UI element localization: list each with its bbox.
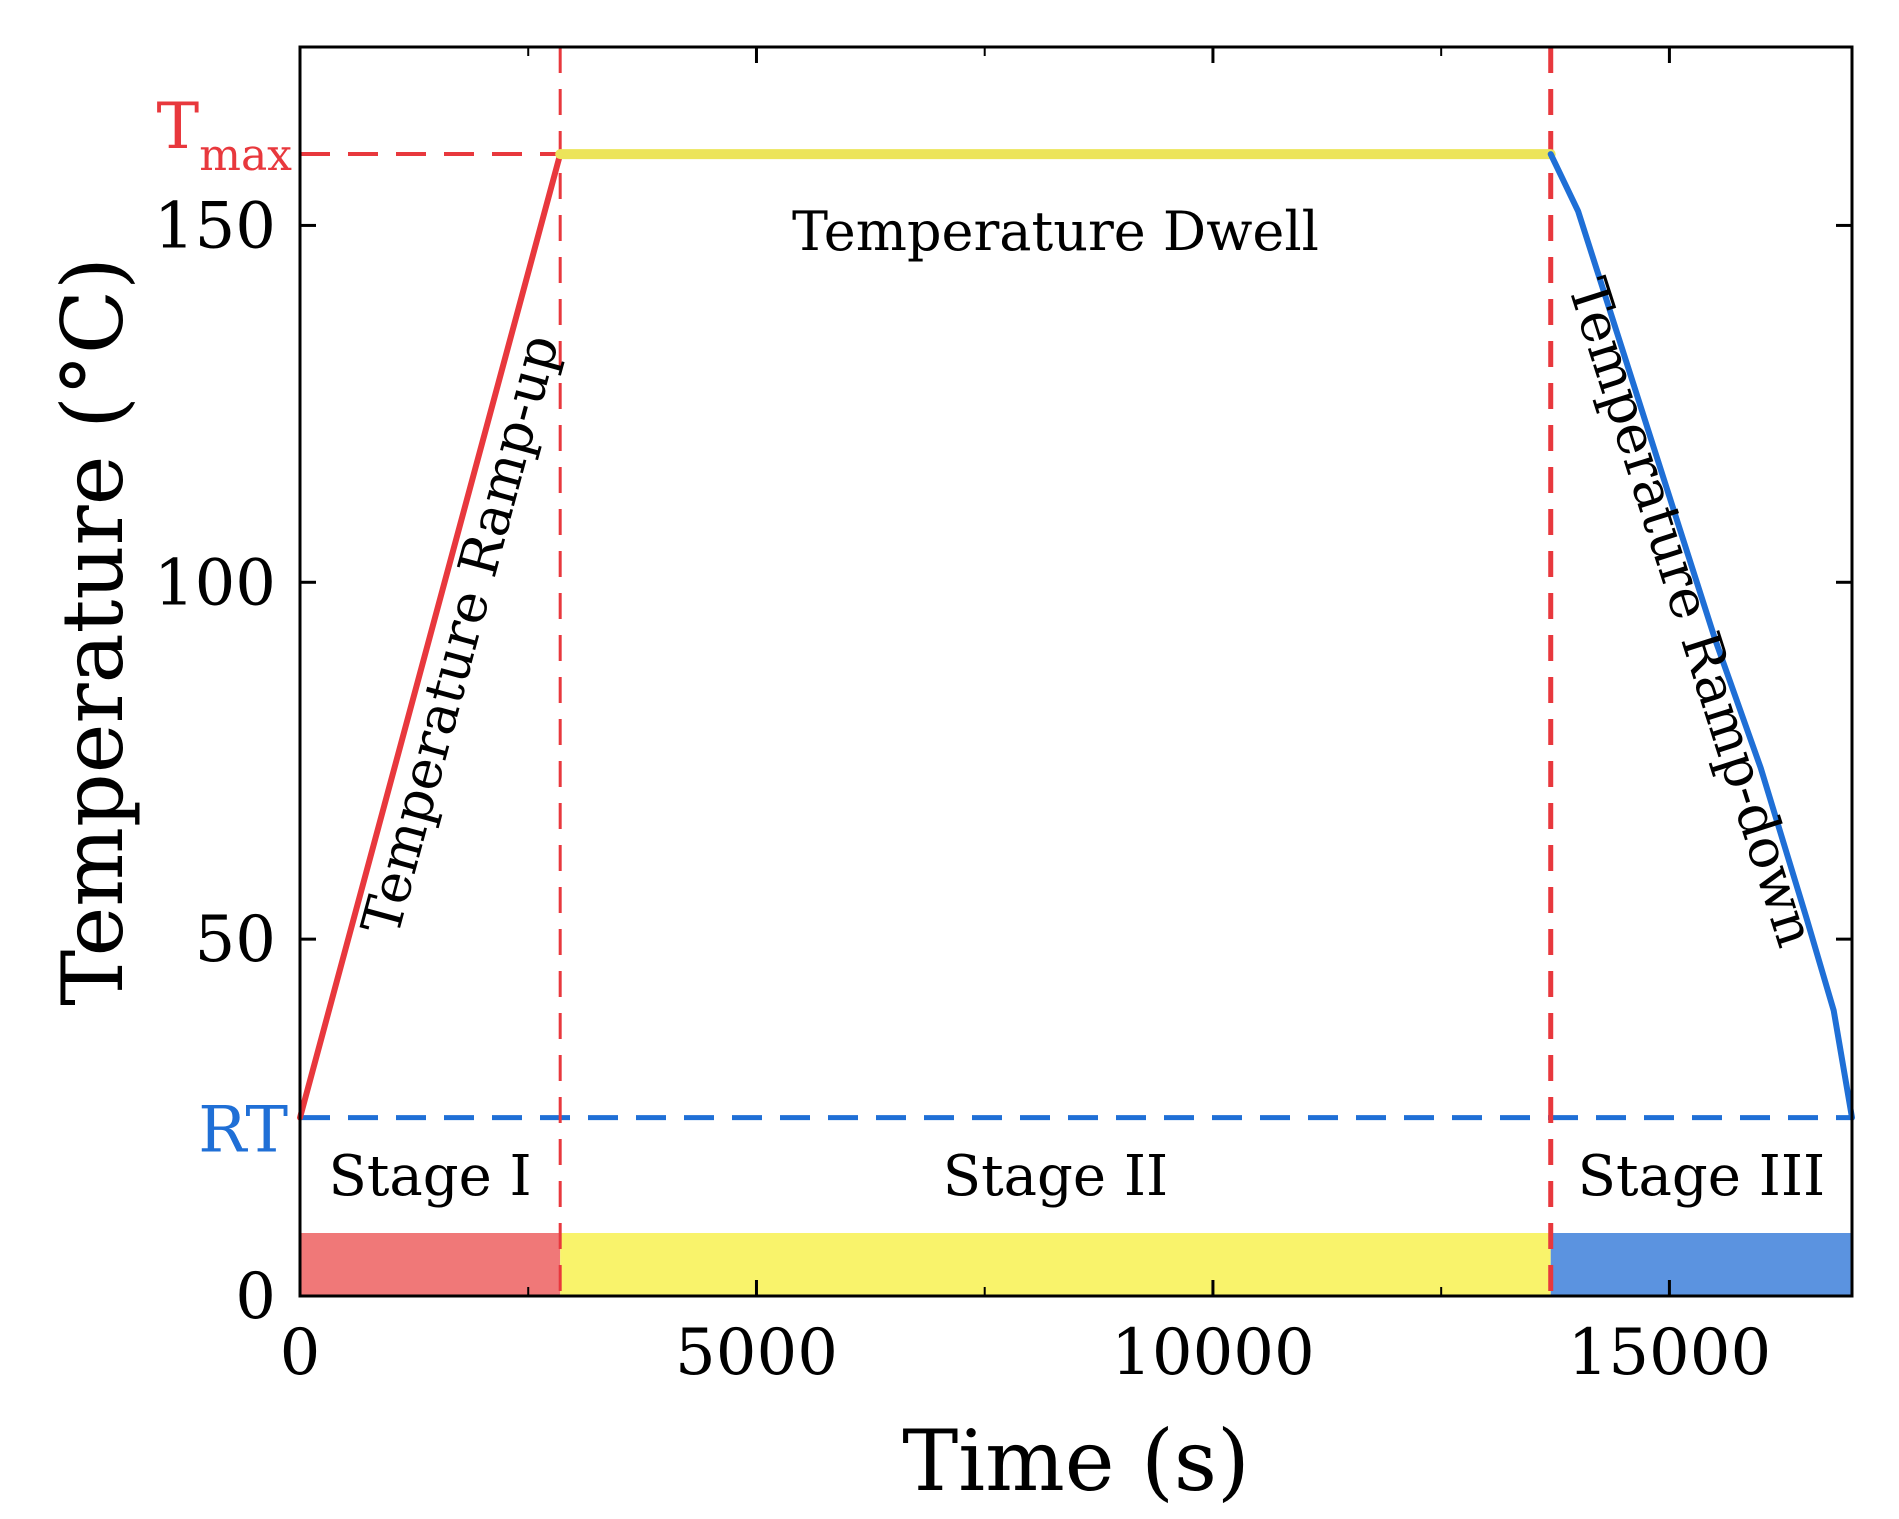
stage-bar-3 <box>1550 1233 1852 1296</box>
tmax-label-sub: max <box>199 130 292 181</box>
x-tick-label: 0 <box>280 1316 321 1390</box>
tmax-label-main: T <box>157 90 200 164</box>
ramp-up-line <box>297 151 564 1121</box>
ramp-up-annotation: Temperature Ramp-up <box>349 328 571 941</box>
stage-label-3: Stage III <box>1578 1144 1825 1209</box>
y-tick-label: 150 <box>154 189 276 263</box>
stage-bar-1 <box>300 1233 561 1296</box>
tmax-label: Tmax <box>157 90 293 181</box>
x-tick-label: 15000 <box>1568 1316 1772 1390</box>
x-axis-title: Time (s) <box>902 1412 1250 1510</box>
ramp-down-line <box>1547 151 1855 1121</box>
y-tick-label: 50 <box>195 903 276 977</box>
stage-bar-2 <box>560 1233 1551 1296</box>
y-tick-label: 100 <box>154 546 276 620</box>
y-axis-title: Temperature (°C) <box>44 257 142 1006</box>
ramp-down-annotation: Temperature Ramp-down <box>1555 271 1827 954</box>
rt-label: RT <box>198 1094 288 1168</box>
stage-label-1: Stage I <box>329 1144 532 1209</box>
plot-frame <box>298 45 1854 1298</box>
y-tick-label: 0 <box>235 1260 276 1334</box>
x-tick-label: 5000 <box>675 1316 838 1390</box>
dwell-annotation: Temperature Dwell <box>792 200 1319 263</box>
stage-label-2: Stage II <box>943 1144 1168 1209</box>
x-tick-label: 10000 <box>1111 1316 1315 1390</box>
